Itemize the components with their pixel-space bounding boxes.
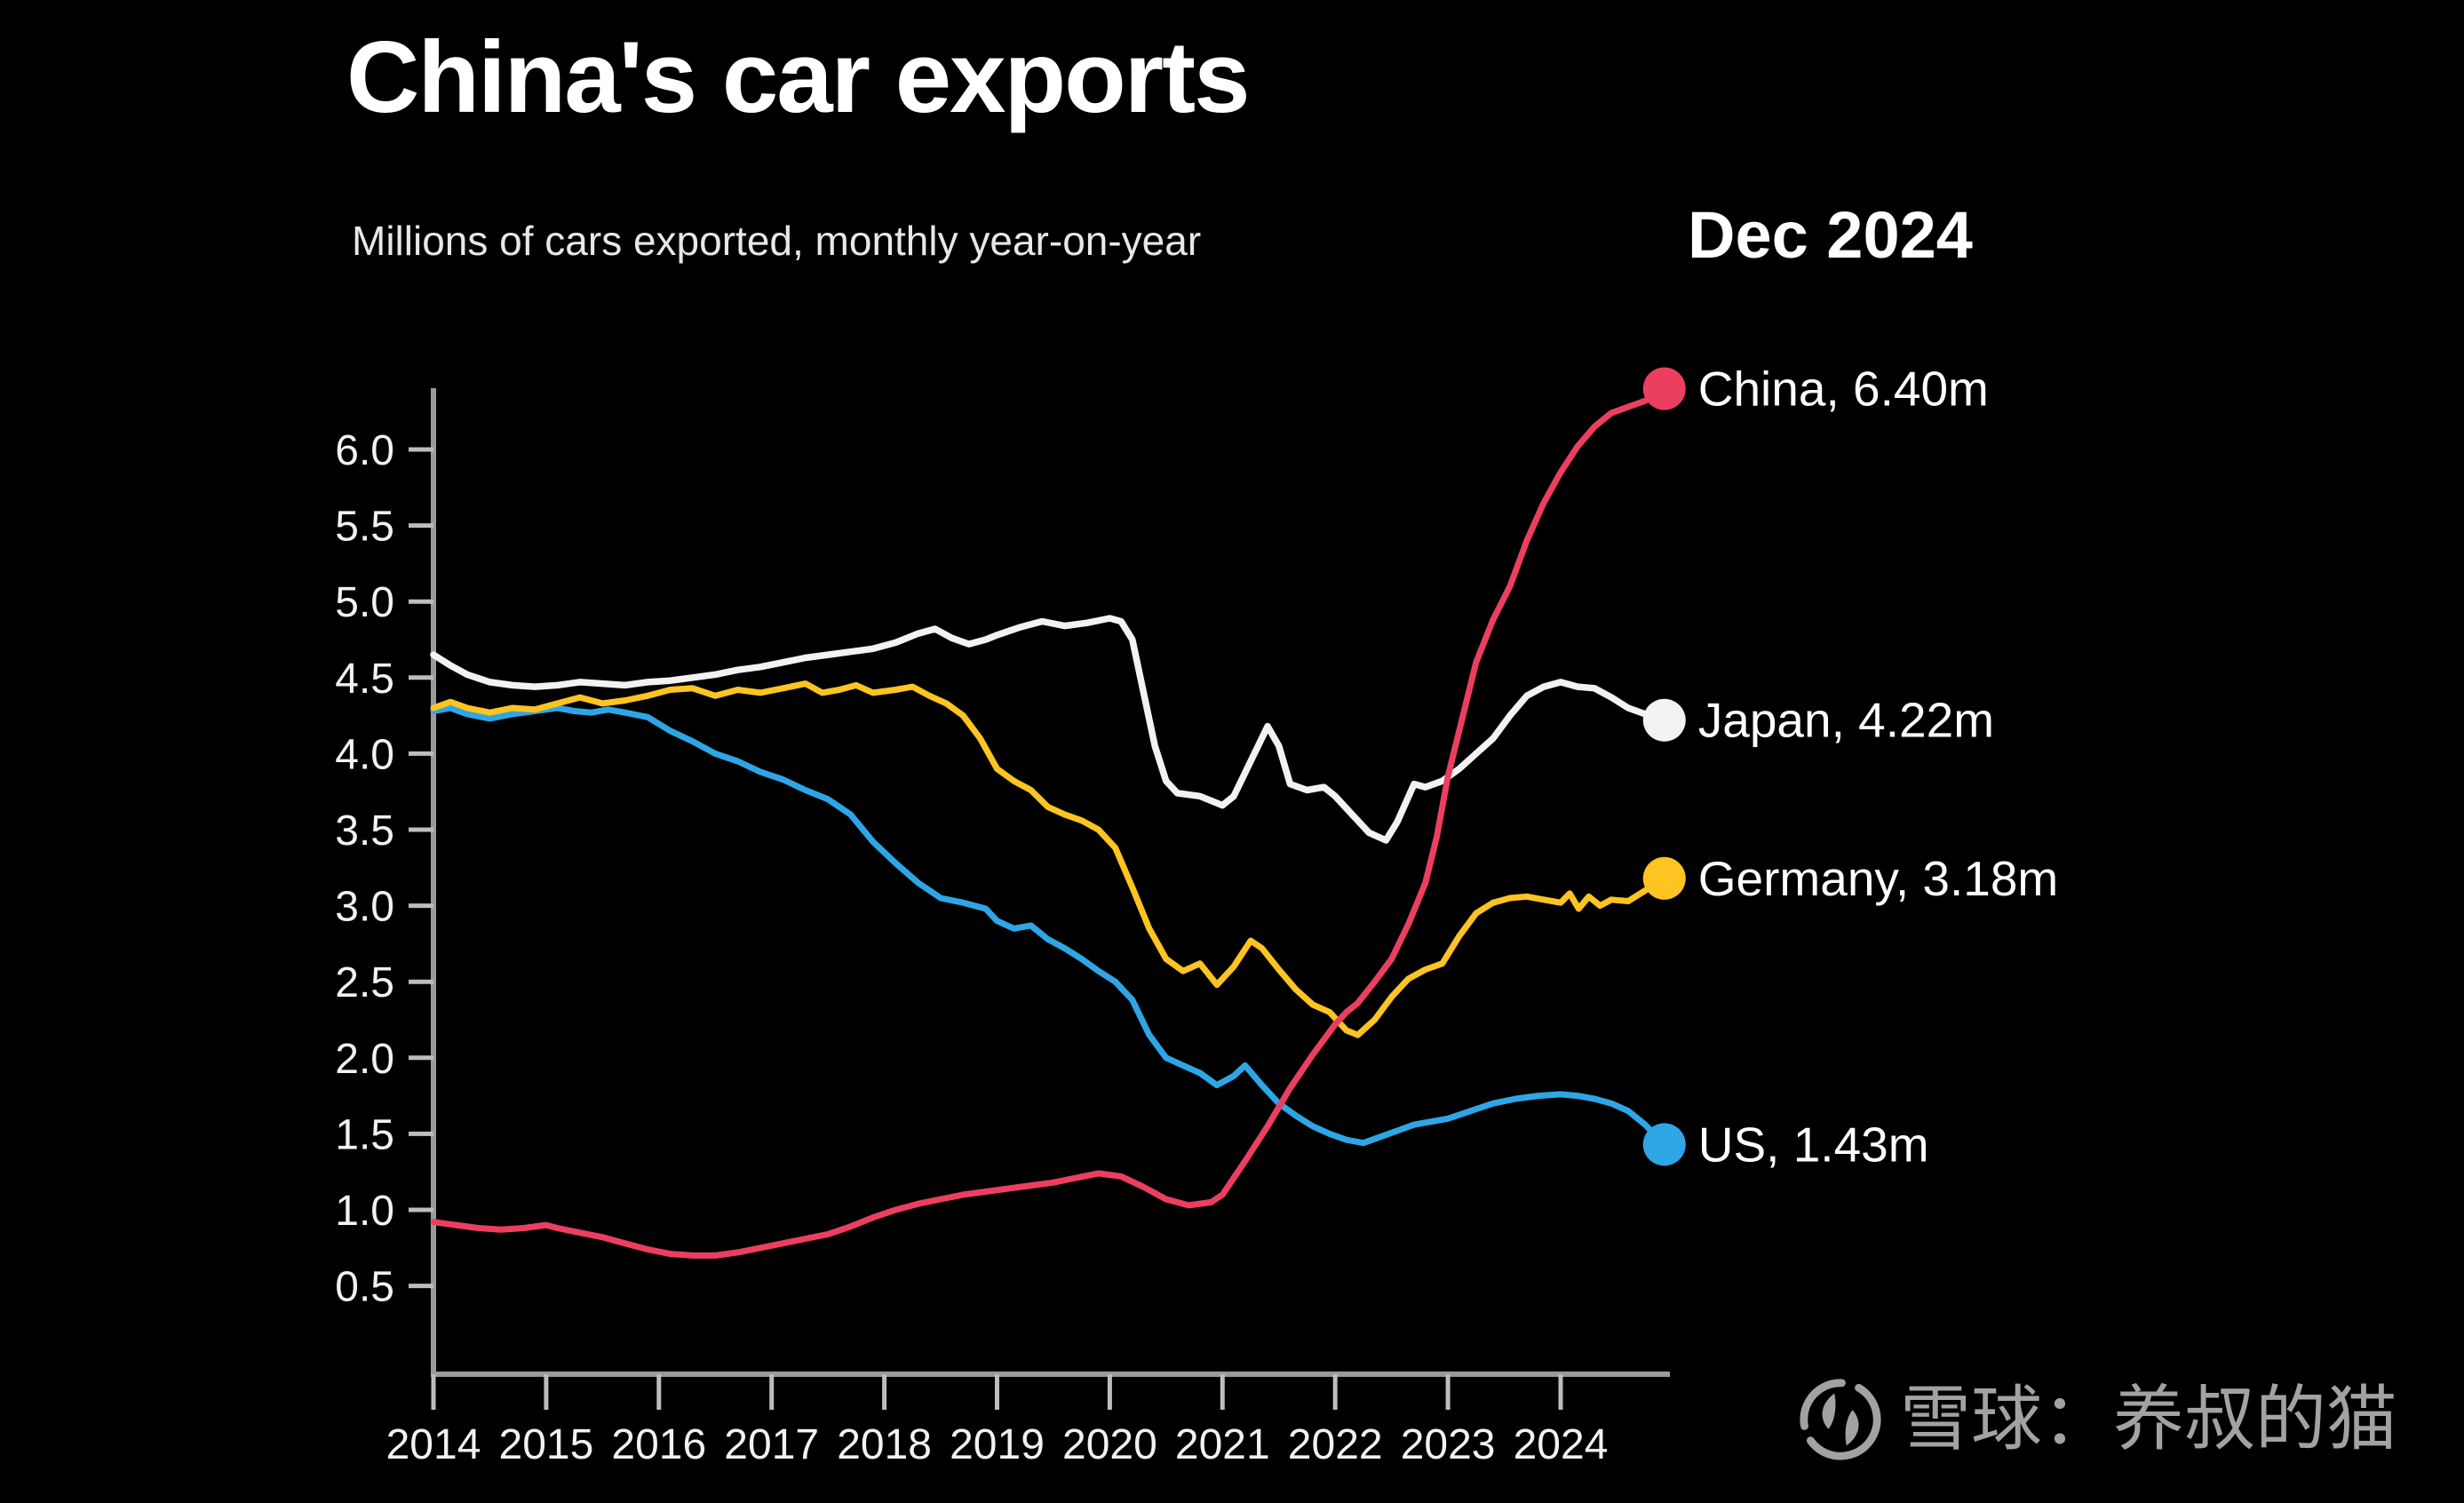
series-dot-us xyxy=(1642,1123,1686,1166)
series-lines xyxy=(430,386,1668,1259)
y-axis-ticks: 6.0 5.5 5.0 4.5 4.0 3.5 3.0 2.5 2.0 1.5 1.0 0.5 xyxy=(335,427,433,1311)
snowball-logo-icon xyxy=(1800,1379,1881,1460)
x-axis-ticks: 2014 2015 2016 2017 2018 2019 2020 2021 2022 2023… xyxy=(386,1374,1609,1468)
x-tick-label: 2016 xyxy=(611,1421,706,1468)
y-tick-label: 5.5 xyxy=(335,504,394,551)
y-tick-label: 3.0 xyxy=(335,884,394,931)
series-label-china: China, 6.40m xyxy=(1698,362,1989,417)
x-tick-label: 2024 xyxy=(1514,1421,1609,1468)
x-tick-label: 2014 xyxy=(386,1421,481,1468)
series-label-japan: Japan, 4.22m xyxy=(1698,693,1994,748)
y-tick-label: 5.0 xyxy=(335,579,394,626)
page-subtitle: Millions of cars exported, monthly year-… xyxy=(352,218,1202,264)
y-tick-label: 1.5 xyxy=(335,1111,394,1158)
series-end-labels: US, 1.43m Germany, 3.18m Japan, 4.22m China… xyxy=(1698,362,2059,1173)
series-line-us xyxy=(430,704,1668,1148)
series-line-japan xyxy=(430,615,1668,844)
y-tick-label: 3.5 xyxy=(335,807,394,855)
y-tick-label: 1.0 xyxy=(335,1188,394,1235)
series-dot-china xyxy=(1642,367,1686,410)
y-tick-label: 2.5 xyxy=(335,959,394,1006)
page-title: China's car exports xyxy=(346,21,1250,134)
watermark: 雪球：养叔的猫 xyxy=(1797,1375,2397,1464)
period-label: Dec 2024 xyxy=(1688,198,1973,272)
x-tick-label: 2023 xyxy=(1401,1421,1496,1468)
series-markers xyxy=(1642,367,1686,1166)
x-tick-label: 2019 xyxy=(950,1421,1045,1468)
y-tick-label: 4.0 xyxy=(335,731,394,778)
y-tick-label: 4.5 xyxy=(335,656,394,703)
series-dot-germany xyxy=(1642,856,1686,900)
y-tick-label: 0.5 xyxy=(335,1264,394,1311)
x-tick-label: 2020 xyxy=(1062,1421,1157,1468)
y-tick-label: 2.0 xyxy=(335,1036,394,1083)
x-tick-label: 2021 xyxy=(1175,1421,1270,1468)
series-label-us: US, 1.43m xyxy=(1698,1117,1929,1172)
y-tick-label: 6.0 xyxy=(335,427,394,474)
series-line-germany xyxy=(430,680,1668,1038)
x-tick-label: 2017 xyxy=(724,1421,819,1468)
series-label-germany: Germany, 3.18m xyxy=(1698,851,2059,906)
series-line-china xyxy=(430,386,1668,1259)
watermark-text: 雪球：养叔的猫 xyxy=(1900,1380,2397,1459)
x-tick-label: 2022 xyxy=(1288,1421,1383,1468)
x-tick-label: 2015 xyxy=(499,1421,594,1468)
x-tick-label: 2018 xyxy=(837,1421,932,1468)
series-dot-japan xyxy=(1642,698,1686,742)
